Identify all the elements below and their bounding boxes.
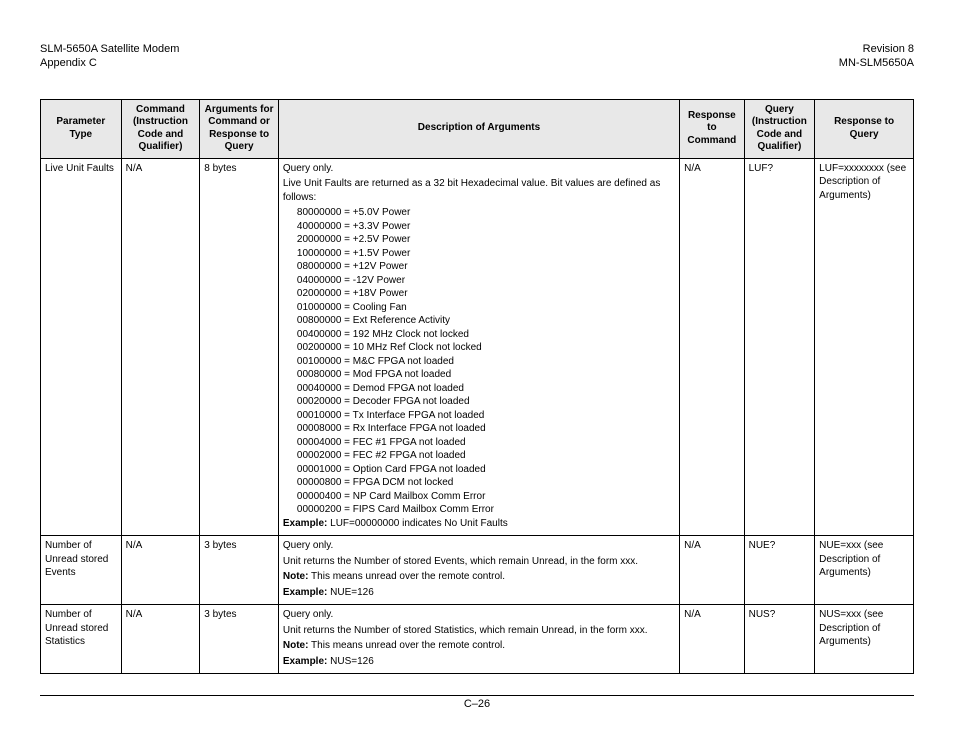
example-line: Example: NUE=126 <box>283 586 675 600</box>
cell-args: 8 bytes <box>200 158 279 536</box>
bit-line: 10000000 = +1.5V Power <box>297 247 675 261</box>
bit-line: 04000000 = -12V Power <box>297 274 675 288</box>
header-right: Revision 8 MN-SLM5650A <box>839 42 914 71</box>
col-command: Command (Instruction Code and Qualifier) <box>121 99 200 158</box>
cell-resp-query: NUE=xxx (see Description of Arguments) <box>815 536 914 605</box>
bit-line: 00040000 = Demod FPGA not loaded <box>297 382 675 396</box>
cell-args: 3 bytes <box>200 605 279 674</box>
example-label: Example: <box>283 587 327 598</box>
cell-desc: Query only. Live Unit Faults are returne… <box>278 158 679 536</box>
bit-line: 02000000 = +18V Power <box>297 287 675 301</box>
cell-resp-cmd: N/A <box>680 605 745 674</box>
note-label: Note: <box>283 640 309 651</box>
revision-label: Revision 8 <box>839 42 914 56</box>
table-row: Live Unit Faults N/A 8 bytes Query only.… <box>41 158 914 536</box>
table-row: Number of Unread stored Statistics N/A 3… <box>41 605 914 674</box>
bit-line: 00080000 = Mod FPGA not loaded <box>297 368 675 382</box>
bit-line: 00400000 = 192 MHz Clock not locked <box>297 328 675 342</box>
note-label: Note: <box>283 571 309 582</box>
col-response-query: Response to Query <box>815 99 914 158</box>
cell-resp-cmd: N/A <box>680 158 745 536</box>
cell-cmd: N/A <box>121 536 200 605</box>
desc-line: Query only. <box>283 608 675 622</box>
bit-line: 08000000 = +12V Power <box>297 260 675 274</box>
example-text: LUF=00000000 indicates No Unit Faults <box>327 518 507 529</box>
page-header: SLM-5650A Satellite Modem Appendix C Rev… <box>40 42 914 71</box>
cell-args: 3 bytes <box>200 536 279 605</box>
desc-line: Query only. <box>283 539 675 553</box>
note-text: This means unread over the remote contro… <box>308 640 505 651</box>
col-response-command: Response to Command <box>680 99 745 158</box>
desc-line: Unit returns the Number of stored Statis… <box>283 624 675 638</box>
bit-line: 00800000 = Ext Reference Activity <box>297 314 675 328</box>
table-header-row: Parameter Type Command (Instruction Code… <box>41 99 914 158</box>
note-text: This means unread over the remote contro… <box>308 571 505 582</box>
parameter-table: Parameter Type Command (Instruction Code… <box>40 99 914 675</box>
desc-line: Live Unit Faults are returned as a 32 bi… <box>283 177 675 204</box>
bit-line: 01000000 = Cooling Fan <box>297 301 675 315</box>
cell-resp-query: LUF=xxxxxxxx (see Description of Argumen… <box>815 158 914 536</box>
col-arguments: Arguments for Command or Response to Que… <box>200 99 279 158</box>
cell-query: NUS? <box>744 605 815 674</box>
note-line: Note: This means unread over the remote … <box>283 639 675 653</box>
col-parameter-type: Parameter Type <box>41 99 122 158</box>
cell-cmd: N/A <box>121 605 200 674</box>
example-line: Example: NUS=126 <box>283 655 675 669</box>
bit-line: 40000000 = +3.3V Power <box>297 220 675 234</box>
cell-query: NUE? <box>744 536 815 605</box>
bit-line: 00004000 = FEC #1 FPGA not loaded <box>297 436 675 450</box>
bit-line: 00001000 = Option Card FPGA not loaded <box>297 463 675 477</box>
cell-desc: Query only. Unit returns the Number of s… <box>278 536 679 605</box>
bit-line: 80000000 = +5.0V Power <box>297 206 675 220</box>
bit-line: 00000800 = FPGA DCM not locked <box>297 476 675 490</box>
example-text: NUS=126 <box>327 656 373 667</box>
page-number: C–26 <box>464 698 490 710</box>
table-row: Number of Unread stored Events N/A 3 byt… <box>41 536 914 605</box>
bit-line: 00200000 = 10 MHz Ref Clock not locked <box>297 341 675 355</box>
example-label: Example: <box>283 518 327 529</box>
cell-resp-cmd: N/A <box>680 536 745 605</box>
bit-line: 00008000 = Rx Interface FPGA not loaded <box>297 422 675 436</box>
desc-line: Unit returns the Number of stored Events… <box>283 555 675 569</box>
bit-line: 00100000 = M&C FPGA not loaded <box>297 355 675 369</box>
col-description: Description of Arguments <box>278 99 679 158</box>
example-text: NUE=126 <box>327 587 373 598</box>
example-label: Example: <box>283 656 327 667</box>
col-query: Query (Instruction Code and Qualifier) <box>744 99 815 158</box>
bit-line: 00010000 = Tx Interface FPGA not loaded <box>297 409 675 423</box>
page-footer: C–26 <box>40 695 914 710</box>
note-line: Note: This means unread over the remote … <box>283 570 675 584</box>
doc-code: MN-SLM5650A <box>839 56 914 70</box>
bit-line: 20000000 = +2.5V Power <box>297 233 675 247</box>
bit-line: 00002000 = FEC #2 FPGA not loaded <box>297 449 675 463</box>
cell-desc: Query only. Unit returns the Number of s… <box>278 605 679 674</box>
cell-cmd: N/A <box>121 158 200 536</box>
cell-query: LUF? <box>744 158 815 536</box>
bit-line: 00000200 = FIPS Card Mailbox Comm Error <box>297 503 675 517</box>
cell-param: Live Unit Faults <box>41 158 122 536</box>
bit-line: 00000400 = NP Card Mailbox Comm Error <box>297 490 675 504</box>
cell-param: Number of Unread stored Events <box>41 536 122 605</box>
example-line: Example: LUF=00000000 indicates No Unit … <box>283 517 675 531</box>
header-left: SLM-5650A Satellite Modem Appendix C <box>40 42 179 71</box>
bit-line: 00020000 = Decoder FPGA not loaded <box>297 395 675 409</box>
bit-list: 80000000 = +5.0V Power 40000000 = +3.3V … <box>283 206 675 517</box>
desc-line: Query only. <box>283 162 675 176</box>
cell-resp-query: NUS=xxx (see Description of Arguments) <box>815 605 914 674</box>
doc-title: SLM-5650A Satellite Modem <box>40 42 179 56</box>
appendix-label: Appendix C <box>40 56 179 70</box>
cell-param: Number of Unread stored Statistics <box>41 605 122 674</box>
